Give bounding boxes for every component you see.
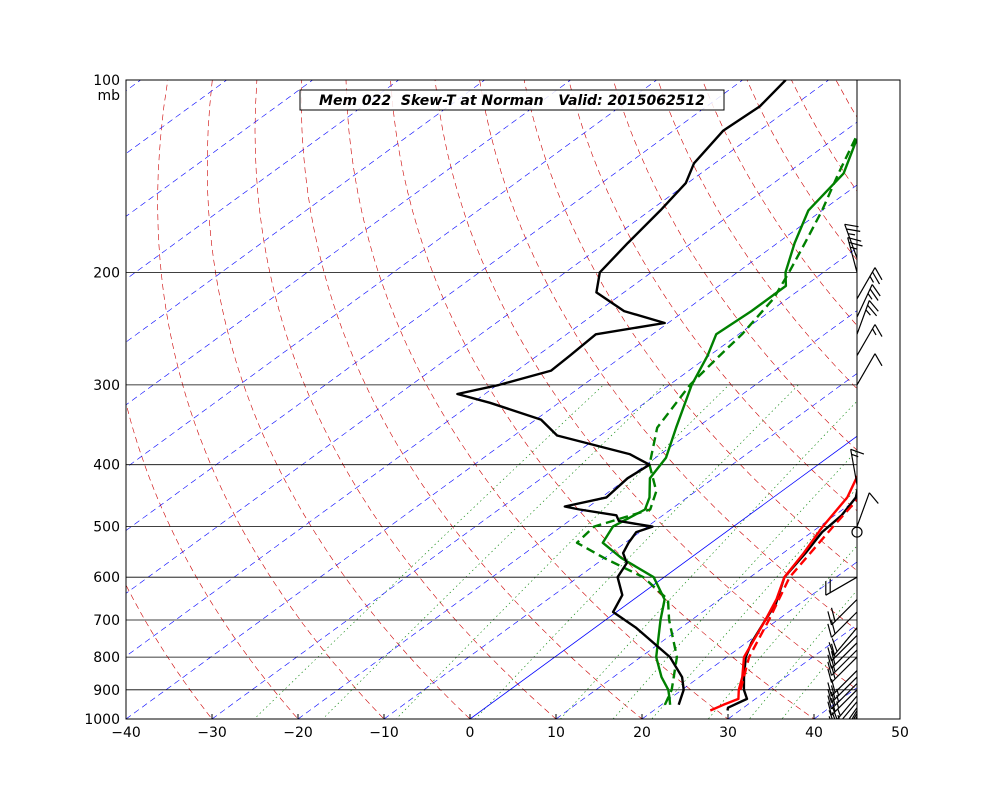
chart-title: Mem 022 Skew-T at Norman Valid: 20150625… — [319, 93, 705, 109]
x-tick-label: −30 — [197, 725, 227, 741]
wind-barbs — [825, 223, 883, 719]
dry-adiabat-line — [345, 80, 729, 719]
isotherm-line — [126, 80, 571, 406]
isotherm-line — [126, 80, 657, 469]
wind-barb — [827, 683, 858, 710]
isotherm-line — [555, 498, 857, 719]
dewpoint-profile-solid — [601, 138, 857, 705]
dry-adiabat-line — [390, 80, 815, 719]
x-tick-label: 20 — [633, 725, 651, 741]
sounding-profiles — [456, 80, 857, 712]
wind-barb — [851, 710, 858, 719]
dry-adiabat-line — [479, 80, 857, 631]
dry-adiabat-line — [568, 80, 857, 512]
dry-adiabat-line — [523, 80, 857, 571]
mixing-ratio-line — [474, 384, 799, 719]
pressure-tick-label: 100 — [93, 73, 120, 89]
wind-barb — [856, 284, 881, 318]
temperature-profile-solid — [456, 80, 787, 706]
mixing-ratio-line — [781, 626, 857, 719]
isotherm-line — [126, 80, 313, 217]
isotherm-line — [211, 247, 857, 719]
mixing-ratio-line — [749, 589, 857, 719]
x-tick-label: 50 — [891, 725, 909, 741]
pressure-tick-label: 800 — [93, 650, 120, 666]
mixing-ratio-line — [651, 487, 857, 719]
x-tick-label: −40 — [111, 725, 141, 741]
x-tick-label: 40 — [805, 725, 823, 741]
pressure-axis-ticks: 1000 900 800 700 600 500 400 300 200 100 — [84, 73, 120, 728]
pressure-tick-label: 900 — [93, 683, 120, 699]
pressure-tick-label: 600 — [93, 570, 120, 586]
wind-barb — [856, 267, 883, 300]
dry-adiabat-line — [254, 80, 557, 719]
x-axis-ticks: −40 −30 −20 −10 0 10 20 30 40 50 — [111, 714, 909, 741]
pressure-tick-label: 500 — [93, 520, 120, 536]
x-tick-label: 0 — [466, 725, 475, 741]
pressure-tick-label: 1000 — [84, 712, 120, 728]
mixing-ratio-line — [612, 450, 857, 719]
mean-temperature-profile-solid — [709, 474, 857, 712]
isotherm-line — [126, 80, 485, 343]
mixing-ratio-line — [322, 384, 665, 719]
mixing-ratio-line — [395, 384, 730, 719]
dry-adiabat-line — [657, 80, 857, 390]
isotherm-line — [383, 373, 857, 719]
x-tick-label: −20 — [283, 725, 313, 741]
wind-barb — [828, 627, 858, 656]
wind-barb — [848, 707, 858, 719]
wind-barb — [856, 492, 879, 527]
wind-barb — [856, 353, 883, 386]
x-tick-label: 30 — [719, 725, 737, 741]
wind-barb — [828, 701, 858, 719]
wind-barb — [827, 689, 858, 716]
wind-barb — [856, 300, 879, 335]
isotherm-line — [297, 310, 857, 719]
pressure-tick-label: 300 — [93, 378, 120, 394]
pressure-tick-label: 400 — [93, 458, 120, 474]
wind-barb — [844, 223, 861, 259]
wind-barb — [827, 642, 858, 669]
chart-title-box: Mem 022 Skew-T at Norman Valid: 20150625… — [299, 89, 725, 111]
dry-adiabat-line — [300, 80, 643, 719]
x-tick-label: 10 — [547, 725, 565, 741]
isotherm-line — [126, 80, 399, 280]
mixing-ratio-line — [253, 384, 604, 719]
wind-barb — [856, 324, 883, 356]
mixing-ratio-line — [707, 545, 857, 719]
isotherm-line — [641, 561, 857, 719]
isotherm-line — [126, 184, 857, 719]
wind-barb — [827, 599, 858, 626]
wind-barb — [827, 611, 858, 638]
plot-frame — [125, 79, 901, 720]
pressure-tick-label: 200 — [93, 265, 120, 281]
x-tick-label: −10 — [369, 725, 399, 741]
isotherm-line — [126, 80, 743, 531]
pressure-tick-label: 700 — [93, 613, 120, 629]
wind-barb — [825, 576, 858, 596]
pressure-unit-label: mb — [97, 88, 120, 104]
